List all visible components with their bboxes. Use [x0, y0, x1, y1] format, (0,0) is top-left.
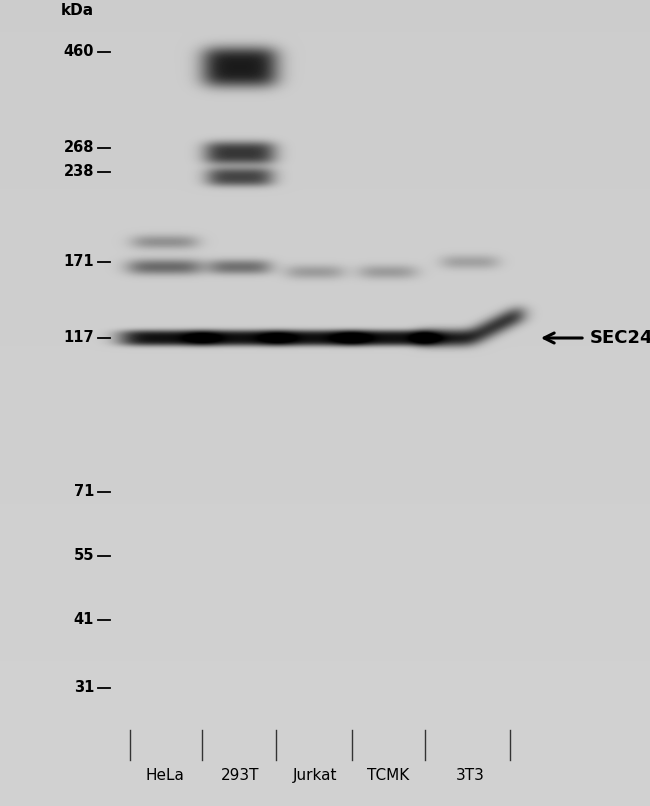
- Text: 171: 171: [64, 255, 94, 269]
- Text: 71: 71: [73, 484, 94, 500]
- Text: HeLa: HeLa: [146, 768, 185, 783]
- Text: SEC24C: SEC24C: [590, 329, 650, 347]
- Text: 117: 117: [64, 330, 94, 346]
- Text: Jurkat: Jurkat: [292, 768, 337, 783]
- Text: 460: 460: [64, 44, 94, 60]
- Text: 41: 41: [73, 613, 94, 628]
- Text: TCMK: TCMK: [367, 768, 409, 783]
- Text: kDa: kDa: [61, 3, 94, 18]
- Text: 238: 238: [64, 164, 94, 180]
- Text: 55: 55: [73, 549, 94, 563]
- Text: 31: 31: [73, 680, 94, 696]
- Text: 293T: 293T: [221, 768, 259, 783]
- Text: 3T3: 3T3: [456, 768, 484, 783]
- Text: 268: 268: [64, 140, 94, 156]
